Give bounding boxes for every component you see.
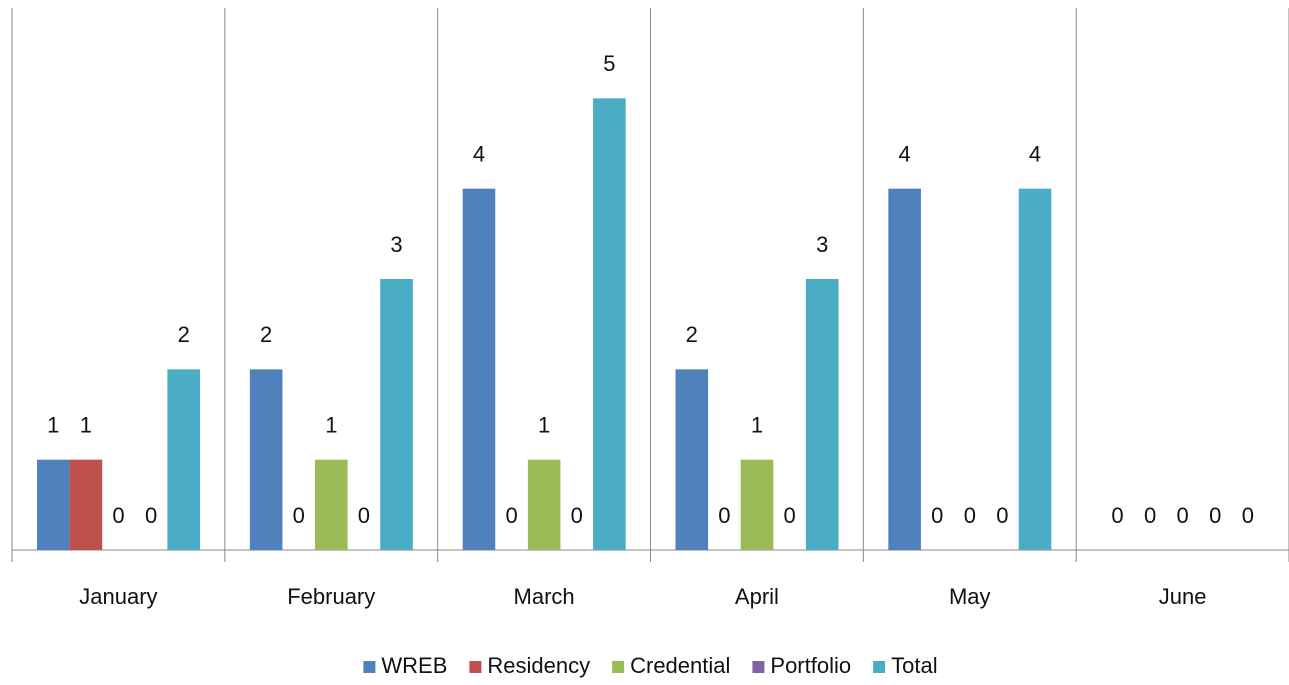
data-label: 0 xyxy=(358,503,370,528)
data-label: 3 xyxy=(816,232,828,257)
data-label: 2 xyxy=(260,322,272,347)
data-label: 0 xyxy=(783,503,795,528)
data-label: 0 xyxy=(964,503,976,528)
bar xyxy=(527,459,561,550)
bar xyxy=(315,459,348,550)
data-label: 5 xyxy=(603,51,615,76)
legend-label: Residency xyxy=(487,653,590,678)
data-label: 4 xyxy=(1029,141,1041,166)
data-label: 0 xyxy=(1242,503,1254,528)
x-tick-label: June xyxy=(1159,584,1207,609)
data-label: 0 xyxy=(996,503,1008,528)
bar xyxy=(593,98,626,550)
legend-swatch xyxy=(469,661,482,673)
bar xyxy=(805,279,839,550)
data-label: 1 xyxy=(80,412,92,437)
data-label: 2 xyxy=(178,322,190,347)
data-label: 0 xyxy=(293,503,305,528)
data-label: 1 xyxy=(538,412,550,437)
data-label: 4 xyxy=(899,141,911,166)
data-label: 0 xyxy=(931,503,943,528)
legend-swatch xyxy=(363,661,376,673)
legend-label: Total xyxy=(891,653,937,678)
bar xyxy=(1018,188,1052,550)
data-label: 0 xyxy=(718,503,730,528)
x-tick-label: May xyxy=(949,584,991,609)
data-label: 0 xyxy=(145,503,157,528)
data-label: 0 xyxy=(571,503,583,528)
x-tick-label: March xyxy=(514,584,575,609)
data-label: 0 xyxy=(505,503,517,528)
bar xyxy=(37,459,70,550)
data-label: 0 xyxy=(112,503,124,528)
bar xyxy=(888,188,921,550)
data-label: 0 xyxy=(1144,503,1156,528)
data-label: 1 xyxy=(325,412,337,437)
data-label: 3 xyxy=(390,232,402,257)
bar xyxy=(462,188,496,550)
data-label: 4 xyxy=(473,141,485,166)
legend-label: Portfolio xyxy=(770,653,851,678)
legend-swatch xyxy=(612,661,625,673)
data-label: 1 xyxy=(47,412,59,437)
data-label: 1 xyxy=(751,412,763,437)
x-tick-label: April xyxy=(735,584,779,609)
bar xyxy=(69,459,103,550)
bar xyxy=(675,369,709,550)
x-tick-label: January xyxy=(79,584,157,609)
data-label: 0 xyxy=(1209,503,1221,528)
bar xyxy=(380,279,413,550)
data-label: 0 xyxy=(1111,503,1123,528)
legend-swatch xyxy=(752,661,765,673)
legend-label: WREB xyxy=(381,653,447,678)
bar xyxy=(167,369,200,550)
data-label: 0 xyxy=(1177,503,1189,528)
bar xyxy=(740,459,774,550)
legend-label: Credential xyxy=(630,653,730,678)
legend-swatch xyxy=(873,661,886,673)
data-label: 2 xyxy=(686,322,698,347)
bar xyxy=(249,369,283,550)
x-tick-label: February xyxy=(287,584,375,609)
